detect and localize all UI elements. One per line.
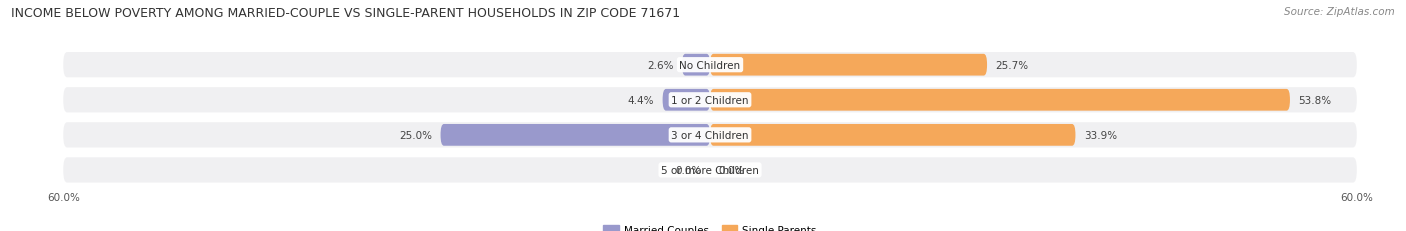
Legend: Married Couples, Single Parents: Married Couples, Single Parents <box>599 220 821 231</box>
FancyBboxPatch shape <box>682 55 710 76</box>
Text: 2.6%: 2.6% <box>647 61 673 70</box>
Text: 0.0%: 0.0% <box>718 165 745 175</box>
Text: 0.0%: 0.0% <box>675 165 702 175</box>
Text: INCOME BELOW POVERTY AMONG MARRIED-COUPLE VS SINGLE-PARENT HOUSEHOLDS IN ZIP COD: INCOME BELOW POVERTY AMONG MARRIED-COUPL… <box>11 7 681 20</box>
Text: 3 or 4 Children: 3 or 4 Children <box>671 130 749 140</box>
FancyBboxPatch shape <box>710 125 1076 146</box>
Text: 33.9%: 33.9% <box>1084 130 1118 140</box>
FancyBboxPatch shape <box>710 90 1289 111</box>
FancyBboxPatch shape <box>710 55 987 76</box>
FancyBboxPatch shape <box>440 125 710 146</box>
Text: 1 or 2 Children: 1 or 2 Children <box>671 95 749 105</box>
FancyBboxPatch shape <box>63 123 1357 148</box>
Text: 25.7%: 25.7% <box>995 61 1029 70</box>
Text: Source: ZipAtlas.com: Source: ZipAtlas.com <box>1284 7 1395 17</box>
FancyBboxPatch shape <box>63 53 1357 78</box>
FancyBboxPatch shape <box>63 88 1357 113</box>
Text: 53.8%: 53.8% <box>1299 95 1331 105</box>
FancyBboxPatch shape <box>662 90 710 111</box>
Text: 5 or more Children: 5 or more Children <box>661 165 759 175</box>
Text: 4.4%: 4.4% <box>627 95 654 105</box>
Text: No Children: No Children <box>679 61 741 70</box>
FancyBboxPatch shape <box>63 158 1357 183</box>
Text: 25.0%: 25.0% <box>399 130 432 140</box>
